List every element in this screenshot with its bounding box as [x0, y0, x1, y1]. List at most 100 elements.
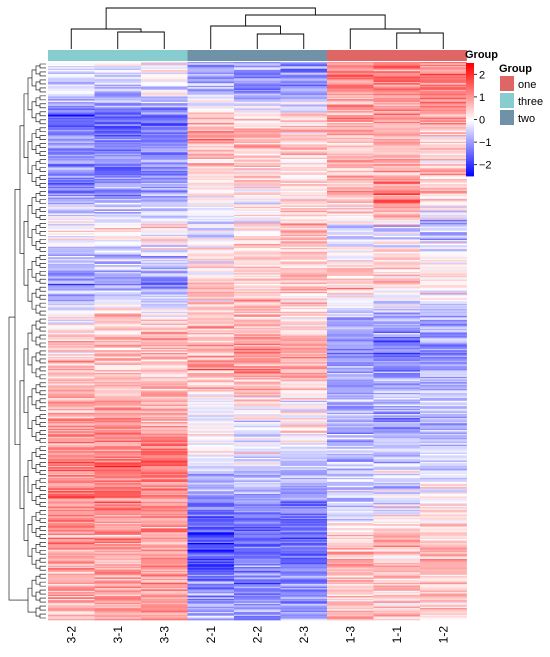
heatmap-cell — [373, 512, 421, 515]
heatmap-cell — [48, 520, 95, 523]
heatmap-cell — [420, 460, 467, 463]
heatmap-cell — [420, 176, 467, 178]
heatmap-cell — [187, 249, 235, 252]
row-dendrogram-link — [39, 199, 46, 204]
heatmap-cell — [420, 286, 467, 289]
heatmap-cell — [327, 501, 374, 504]
heatmap-cell — [48, 197, 95, 200]
heatmap-cell — [94, 174, 142, 177]
heatmap-cell — [327, 270, 374, 273]
heatmap-cell — [327, 411, 374, 414]
row-dendrogram-link — [35, 528, 40, 537]
heatmap-cell — [141, 584, 188, 586]
heatmap-cell — [420, 472, 467, 475]
heatmap-cell — [234, 380, 281, 383]
heatmap-cell — [187, 133, 235, 136]
heatmap-cell — [373, 523, 421, 525]
heatmap-cell — [280, 556, 328, 558]
heatmap-cell — [187, 564, 235, 566]
heatmap-cell — [141, 246, 188, 249]
heatmap-cell — [280, 269, 328, 271]
heatmap-cell — [373, 115, 421, 117]
heatmap-cell — [48, 572, 95, 574]
heatmap-cell — [234, 456, 281, 459]
heatmap-cell — [373, 479, 421, 481]
heatmap-cell — [141, 386, 188, 388]
row-dendrogram-link — [39, 358, 46, 364]
heatmap-cell — [141, 503, 188, 505]
heatmap-cell — [234, 225, 281, 228]
heatmap-cell — [234, 519, 281, 521]
heatmap-cell — [94, 406, 142, 408]
heatmap-cell — [94, 367, 142, 370]
heatmap-cell — [420, 507, 467, 509]
heatmap-cell — [234, 424, 281, 427]
heatmap-cell — [234, 111, 281, 113]
heatmap-cell — [141, 255, 188, 258]
heatmap-cell — [187, 350, 235, 352]
heatmap-cell — [327, 618, 374, 621]
heatmap-cells — [48, 62, 467, 621]
heatmap-cell — [327, 75, 374, 77]
heatmap-cell — [48, 451, 95, 453]
heatmap-cell — [373, 395, 421, 398]
heatmap-cell — [234, 250, 281, 253]
heatmap-cell — [141, 210, 188, 213]
heatmap-cell — [187, 507, 235, 509]
heatmap-cell — [280, 65, 328, 68]
color-legend-swatch — [466, 136, 474, 139]
heatmap-cell — [234, 581, 281, 584]
heatmap-cell — [94, 136, 142, 139]
heatmap-cell — [373, 422, 421, 424]
heatmap-cell — [280, 188, 328, 190]
heatmap-cell — [141, 113, 188, 116]
heatmap-cell — [420, 257, 467, 259]
heatmap-cell — [420, 131, 467, 133]
heatmap-cell — [373, 286, 421, 289]
heatmap-cell — [94, 516, 142, 519]
heatmap-cell — [48, 298, 95, 301]
heatmap-cell — [327, 432, 374, 435]
heatmap-cell — [94, 610, 142, 613]
heatmap-cell — [141, 85, 188, 88]
heatmap-cell — [141, 226, 188, 229]
heatmap-cell — [327, 616, 374, 618]
heatmap-cell — [327, 416, 374, 419]
heatmap-cell — [327, 139, 374, 141]
heatmap-cell — [187, 343, 235, 346]
color-legend-swatch — [466, 138, 474, 141]
row-dendrogram-link — [39, 510, 46, 515]
heatmap-cell — [327, 613, 374, 616]
heatmap-cell — [141, 544, 188, 546]
heatmap-cell — [280, 248, 328, 250]
heatmap-cell — [234, 141, 281, 144]
heatmap-cell — [234, 467, 281, 469]
heatmap-cell — [420, 315, 467, 318]
heatmap-cell — [280, 117, 328, 120]
heatmap-cell — [420, 157, 467, 160]
heatmap-cell — [48, 136, 95, 139]
heatmap-cell — [187, 137, 235, 140]
heatmap-cell — [280, 449, 328, 452]
heatmap-cell — [280, 96, 328, 99]
heatmap-cell — [234, 262, 281, 265]
heatmap-cell — [373, 267, 421, 270]
heatmap-cell — [141, 588, 188, 590]
heatmap-cell — [141, 68, 188, 71]
heatmap-cell — [327, 115, 374, 117]
heatmap-cell — [141, 465, 188, 468]
heatmap-cell — [94, 220, 142, 222]
heatmap-cell — [48, 311, 95, 314]
heatmap-cell — [420, 355, 467, 358]
heatmap-cell — [48, 411, 95, 414]
heatmap-cell — [234, 399, 281, 402]
heatmap-cell — [234, 255, 281, 258]
heatmap-cell — [187, 375, 235, 378]
heatmap-cell — [420, 443, 467, 445]
heatmap-cell — [141, 67, 188, 69]
heatmap-cell — [141, 516, 188, 519]
heatmap-cell — [420, 386, 467, 388]
heatmap-cell — [234, 327, 281, 330]
heatmap-cell — [94, 487, 142, 489]
heatmap-cell — [187, 590, 235, 593]
